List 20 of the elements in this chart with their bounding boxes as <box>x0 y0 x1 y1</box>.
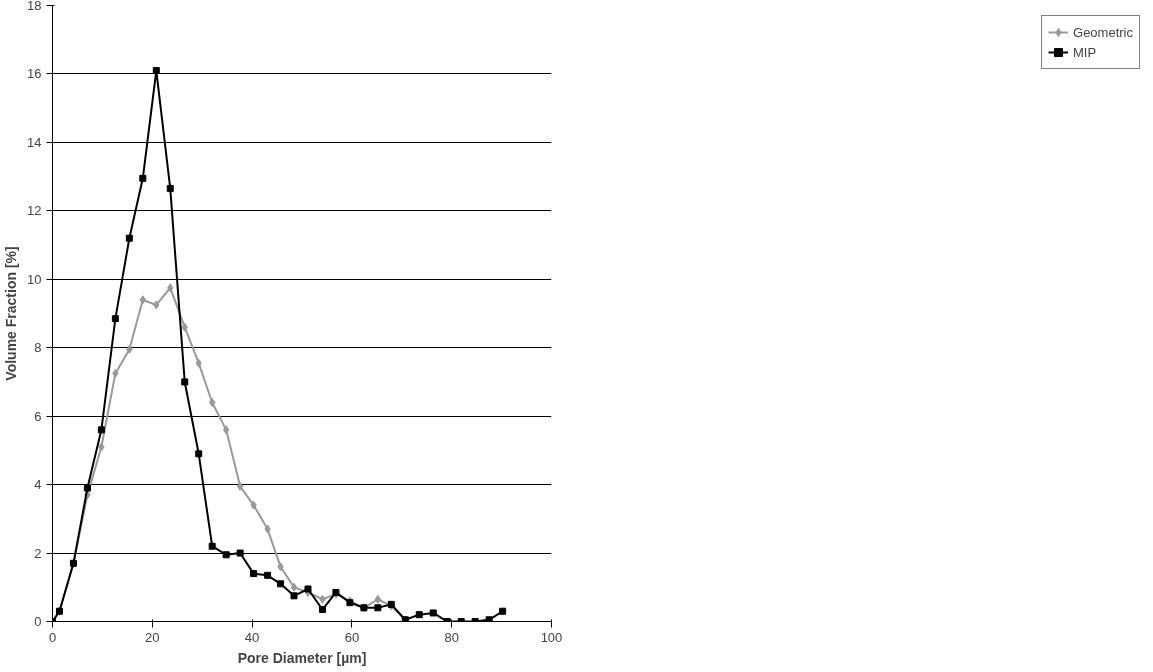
legend-label: Geometric <box>1073 24 1133 40</box>
legend-label: MIP <box>1073 44 1097 60</box>
x-tick-label: 80 <box>444 629 459 645</box>
y-tick-label: 8 <box>34 340 42 356</box>
x-tick-label: 60 <box>344 629 360 645</box>
y-tick-label: 14 <box>27 134 42 150</box>
y-axis-title: Volume Fraction [%] <box>3 246 20 381</box>
x-tick-label: 40 <box>244 629 260 645</box>
y-tick-label: 16 <box>27 66 42 82</box>
y-tick-label: 2 <box>34 545 42 561</box>
x-tick-label: 100 <box>540 629 563 645</box>
y-tick-label: 10 <box>27 271 42 287</box>
y-tick-label: 12 <box>27 203 42 219</box>
y-tick-label: 18 <box>27 0 42 13</box>
x-tick-label: 0 <box>48 629 57 645</box>
x-axis-title: Pore Diameter [µm] <box>237 649 367 666</box>
y-tick-label: 4 <box>34 477 42 493</box>
y-tick-label: 0 <box>34 614 42 629</box>
y-tick-label: 6 <box>34 408 42 424</box>
x-tick-label: 20 <box>145 629 160 645</box>
